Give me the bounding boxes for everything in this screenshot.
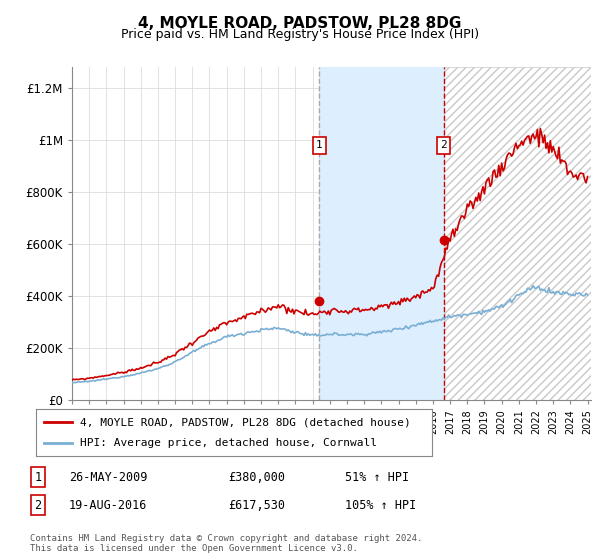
Text: Contains HM Land Registry data © Crown copyright and database right 2024.
This d: Contains HM Land Registry data © Crown c… — [30, 534, 422, 553]
Text: 4, MOYLE ROAD, PADSTOW, PL28 8DG (detached house): 4, MOYLE ROAD, PADSTOW, PL28 8DG (detach… — [80, 417, 410, 427]
Text: Price paid vs. HM Land Registry's House Price Index (HPI): Price paid vs. HM Land Registry's House … — [121, 28, 479, 41]
Text: HPI: Average price, detached house, Cornwall: HPI: Average price, detached house, Corn… — [80, 438, 377, 448]
Text: £617,530: £617,530 — [228, 498, 285, 512]
Bar — [444, 67, 591, 400]
Bar — [319, 67, 444, 400]
Text: 105% ↑ HPI: 105% ↑ HPI — [345, 498, 416, 512]
Text: 4, MOYLE ROAD, PADSTOW, PL28 8DG: 4, MOYLE ROAD, PADSTOW, PL28 8DG — [139, 16, 461, 31]
Text: 1: 1 — [34, 470, 41, 484]
Text: 1: 1 — [316, 141, 323, 150]
Text: 51% ↑ HPI: 51% ↑ HPI — [345, 470, 409, 484]
Text: 2: 2 — [34, 498, 41, 512]
Text: 26-MAY-2009: 26-MAY-2009 — [69, 470, 148, 484]
Text: 19-AUG-2016: 19-AUG-2016 — [69, 498, 148, 512]
Text: 2: 2 — [440, 141, 447, 150]
Text: £380,000: £380,000 — [228, 470, 285, 484]
